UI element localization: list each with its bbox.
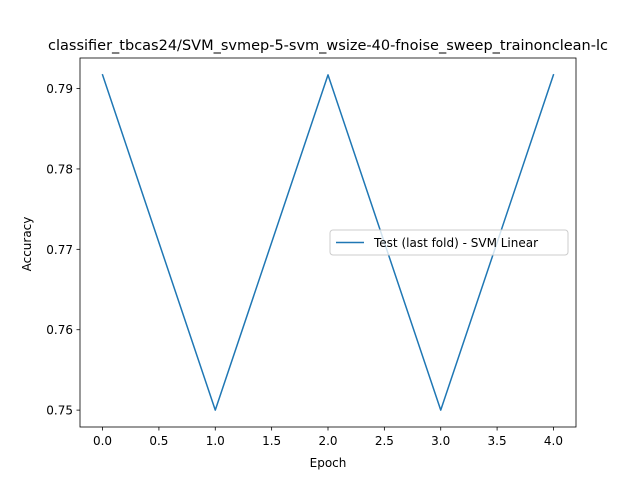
y-axis: 0.75 0.76 0.77 0.78 0.79 bbox=[46, 82, 80, 418]
y-tick-label: 0.76 bbox=[46, 323, 73, 337]
x-tick-label: 2.0 bbox=[318, 434, 337, 448]
y-tick-label: 0.78 bbox=[46, 162, 73, 176]
legend-label: Test (last fold) - SVM Linear bbox=[373, 236, 538, 250]
legend-box bbox=[329, 229, 569, 256]
x-axis: 0.0 0.5 1.0 1.5 2.0 2.5 3.0 3.5 4.0 bbox=[93, 427, 563, 448]
legend: Test (last fold) - SVM Linear bbox=[329, 229, 569, 256]
x-tick-label: 0.0 bbox=[93, 434, 112, 448]
x-tick-label: 2.5 bbox=[375, 434, 394, 448]
y-axis-label: Accuracy bbox=[20, 217, 34, 272]
x-tick-label: 1.0 bbox=[206, 434, 225, 448]
x-tick-label: 3.5 bbox=[488, 434, 507, 448]
y-tick-label: 0.79 bbox=[46, 82, 73, 96]
y-tick-label: 0.75 bbox=[46, 404, 73, 418]
x-tick-label: 3.0 bbox=[431, 434, 450, 448]
x-axis-label: Epoch bbox=[310, 456, 347, 470]
chart-title: classifier_tbcas24/SVM_svmep-5-svm_wsize… bbox=[48, 38, 608, 54]
x-tick-label: 0.5 bbox=[149, 434, 168, 448]
x-tick-label: 1.5 bbox=[262, 434, 281, 448]
x-tick-label: 4.0 bbox=[544, 434, 563, 448]
y-tick-label: 0.77 bbox=[46, 243, 73, 257]
